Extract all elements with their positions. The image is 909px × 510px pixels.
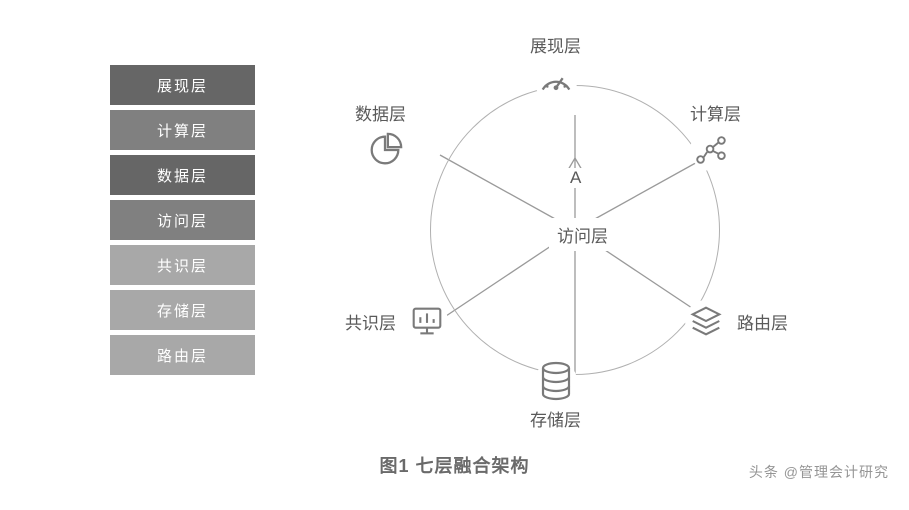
node-label: 计算层 — [690, 100, 741, 125]
layer-row: 存储层 — [110, 290, 255, 330]
node-label: 路由层 — [737, 309, 788, 334]
node-label: 共识层 — [345, 309, 396, 334]
pie-icon — [364, 129, 406, 171]
layer-row: 计算层 — [110, 110, 255, 150]
network-icon — [690, 129, 732, 171]
gauge-icon — [535, 61, 577, 103]
layer-row: 共识层 — [110, 245, 255, 285]
architecture-diagram: 展现层 计算层 — [345, 40, 805, 460]
node-routing: 路由层 — [685, 300, 788, 342]
stack-icon — [685, 300, 727, 342]
node-consensus: 共识层 — [345, 300, 448, 342]
node-label: 数据层 — [355, 100, 406, 125]
node-data: 数据层 — [355, 100, 406, 171]
chart-icon — [406, 300, 448, 342]
watermark: 头条 @管理会计研究 — [749, 462, 889, 482]
layer-row: 访问层 — [110, 200, 255, 240]
layer-list: 展现层 计算层 数据层 访问层 共识层 存储层 路由层 — [110, 65, 255, 375]
layer-row: 展现层 — [110, 65, 255, 105]
db-icon — [535, 360, 577, 402]
center-label: 访问层 — [549, 218, 616, 251]
node-storage: 存储层 — [530, 360, 581, 431]
arrow-label: A — [567, 168, 584, 188]
node-label: 存储层 — [530, 406, 581, 431]
node-label: 展现层 — [530, 32, 581, 57]
node-presentation: 展现层 — [530, 32, 581, 103]
layer-row: 数据层 — [110, 155, 255, 195]
layer-row: 路由层 — [110, 335, 255, 375]
node-compute: 计算层 — [690, 100, 741, 171]
